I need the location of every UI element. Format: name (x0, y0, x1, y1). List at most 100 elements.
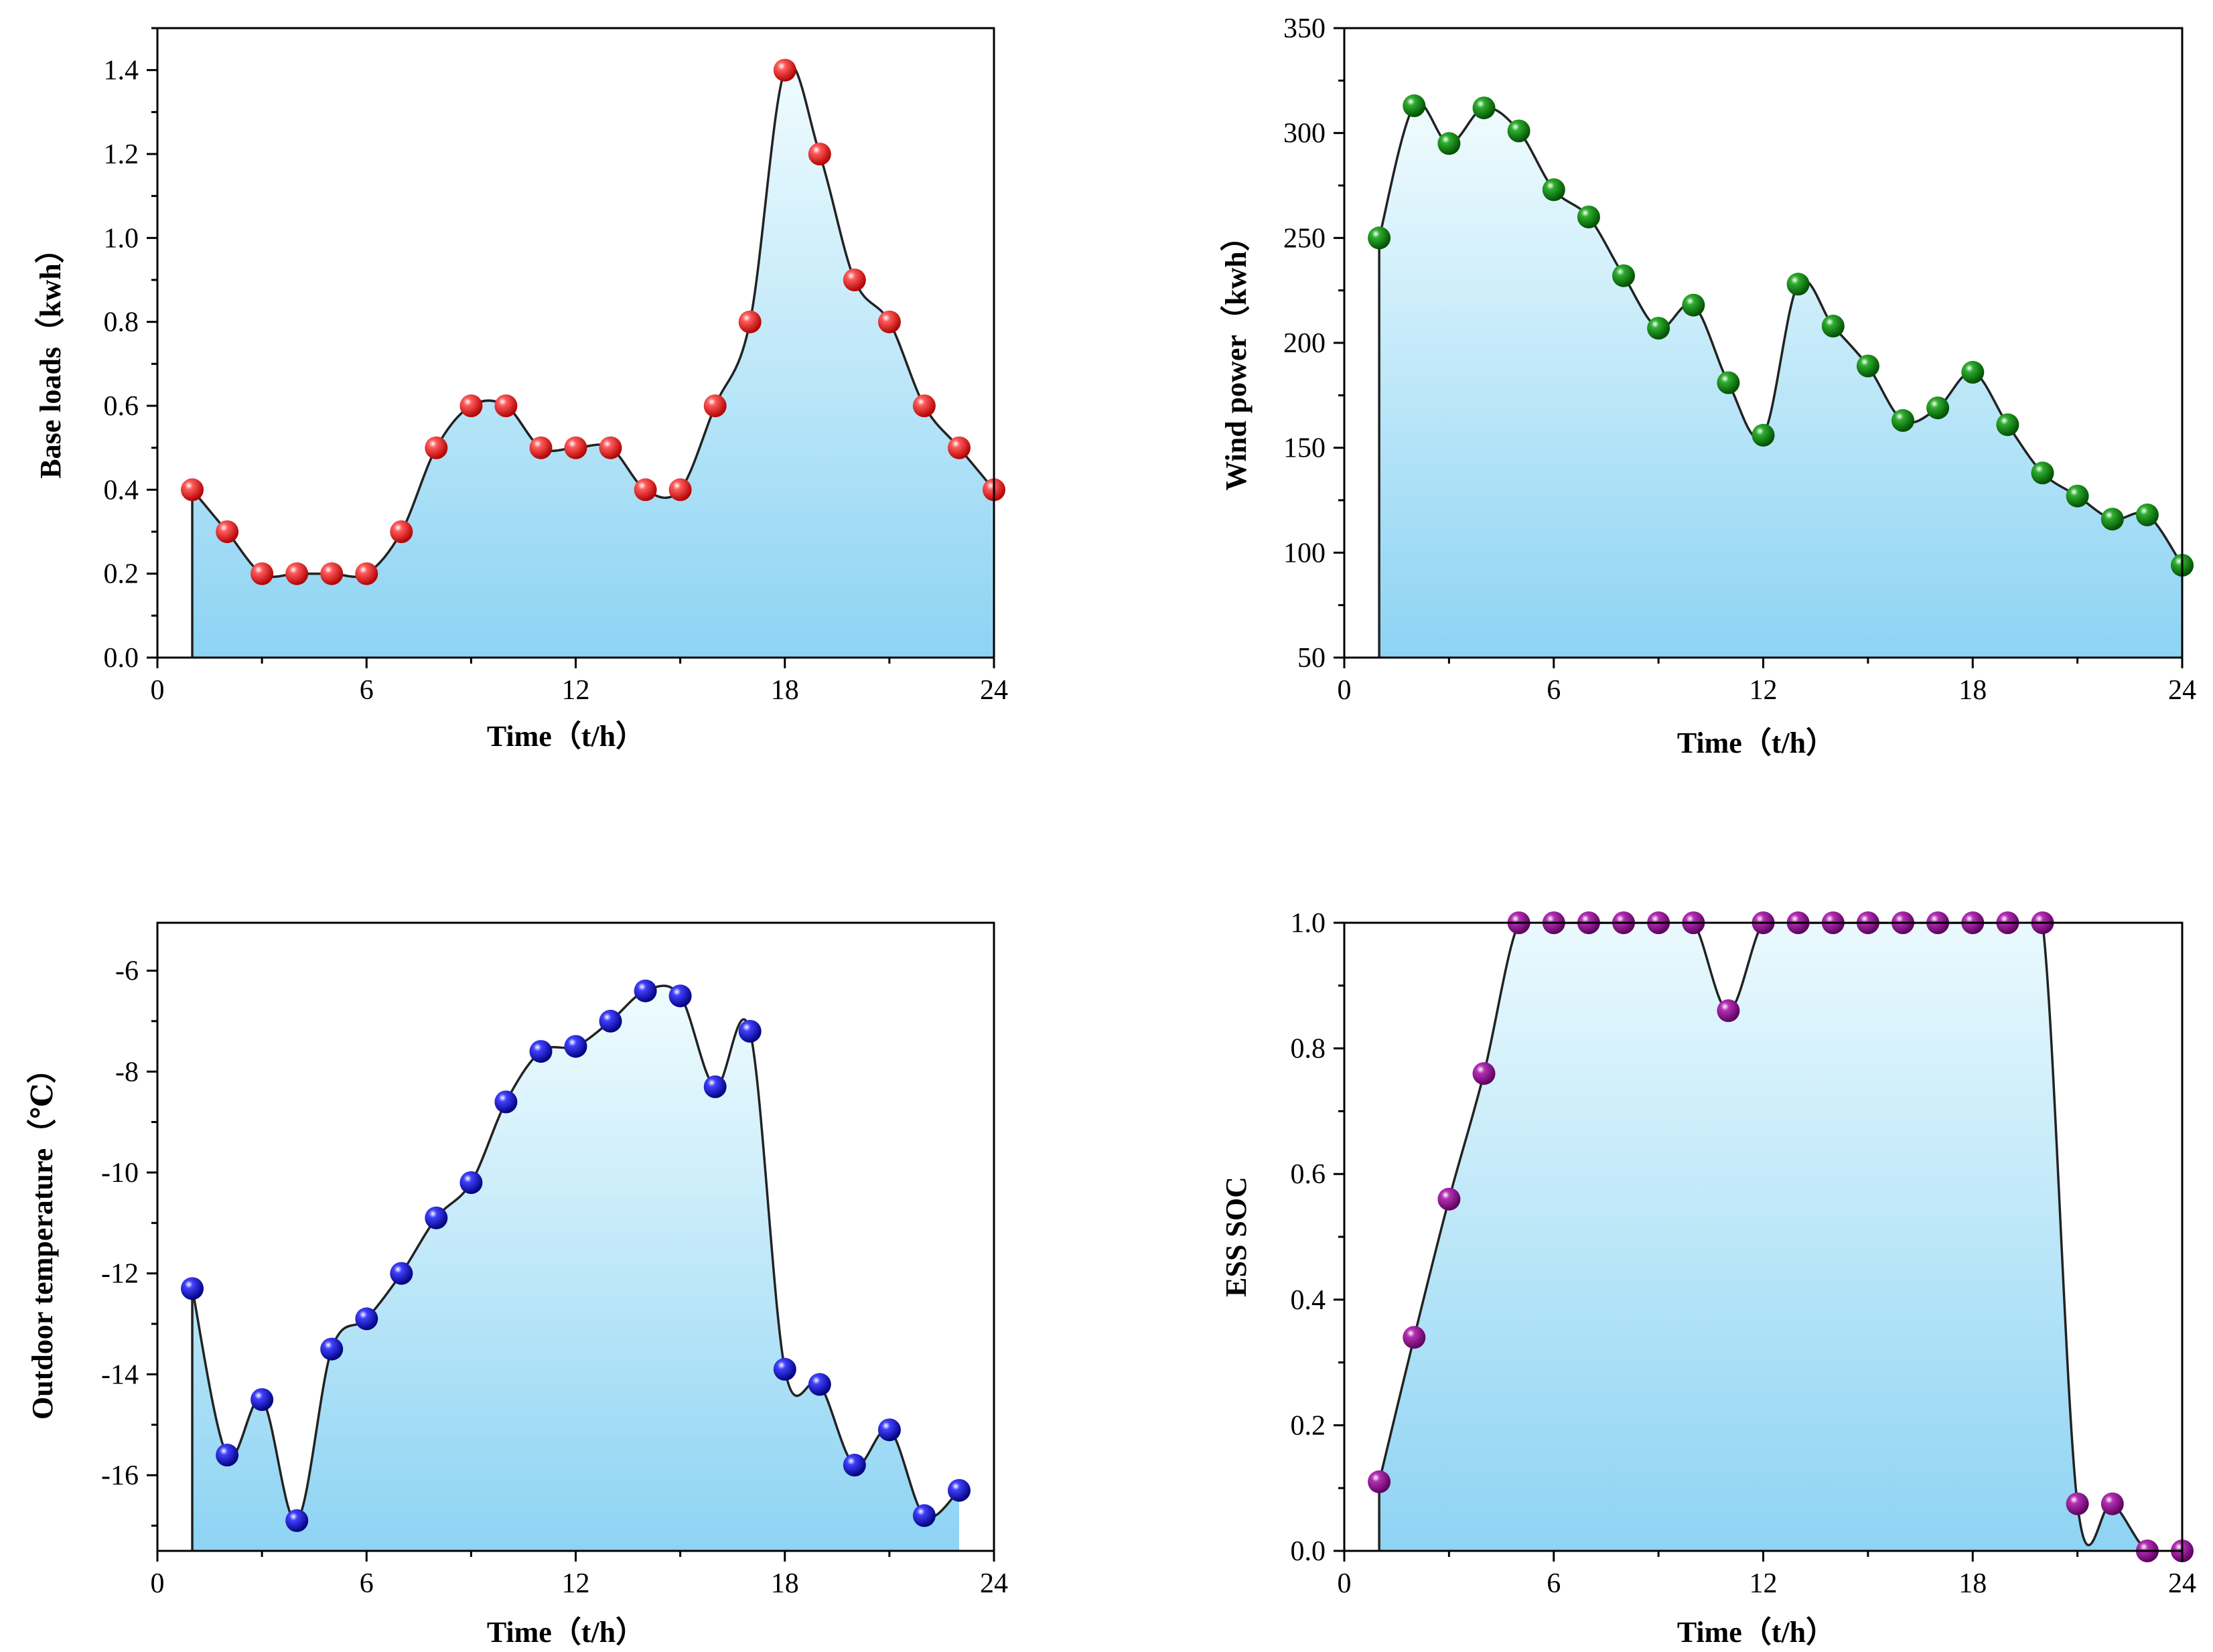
data-point (1368, 1470, 1391, 1493)
data-point (181, 1277, 204, 1300)
data-point (2100, 508, 2124, 531)
y-tick-label: 150 (1283, 433, 1326, 464)
data-point (1368, 226, 1391, 250)
area-fill (192, 986, 959, 1551)
data-point (738, 1020, 762, 1043)
data-point (459, 394, 483, 417)
x-tick-label: 12 (562, 1568, 590, 1599)
data-point (1717, 999, 1740, 1023)
x-axis-title: Time（t/h） (487, 720, 645, 753)
data-point (1717, 371, 1740, 394)
y-tick-label: 0.2 (1291, 1410, 1326, 1441)
data-point (2100, 1492, 2124, 1515)
y-tick-label: 0.4 (104, 475, 139, 506)
y-tick-label: 350 (1283, 13, 1326, 44)
x-tick-label: 24 (2168, 1568, 2196, 1599)
data-point (1542, 178, 1565, 202)
y-tick-label: 200 (1283, 328, 1326, 359)
data-point (529, 436, 553, 459)
x-axis-title: Time（t/h） (487, 1616, 645, 1649)
data-point (599, 436, 622, 459)
x-tick-label: 0 (1338, 675, 1352, 706)
chart-outdoor-temperature: Time（t/h） Outdoor temperature（℃） 0 6 12 18 2… (26, 921, 1008, 1649)
y-tick-label: 0.8 (104, 307, 139, 338)
data-point (2066, 1492, 2089, 1515)
series-line (1378, 923, 2182, 1551)
y-tick-label: 250 (1283, 223, 1326, 254)
x-tick-label: 0 (151, 1568, 165, 1599)
data-point (1437, 132, 1461, 155)
data-point (2135, 503, 2159, 526)
data-point (912, 1504, 936, 1527)
x-tick-label: 24 (980, 675, 1008, 706)
data-point (320, 562, 344, 585)
data-point (251, 1388, 274, 1411)
data-point (355, 1307, 378, 1331)
y-tick-label: 100 (1283, 538, 1326, 569)
x-axis-title: Time（t/h） (1677, 727, 1835, 759)
data-point (564, 436, 587, 459)
x-tick-label: 18 (1958, 675, 1987, 706)
data-point (251, 562, 274, 585)
y-tick-label: 0.6 (1291, 1159, 1326, 1190)
data-point (425, 436, 448, 459)
data-point (634, 979, 657, 1002)
x-tick-label: 6 (360, 1568, 374, 1599)
data-point (1507, 119, 1530, 143)
x-tick-label: 0 (151, 675, 165, 706)
data-point (912, 394, 936, 417)
data-point (1961, 360, 1985, 384)
data-point (738, 310, 762, 333)
plot-area (1378, 923, 2182, 1551)
data-point (1403, 94, 1426, 117)
data-point (216, 1443, 239, 1467)
data-point (1612, 264, 1635, 287)
data-point (390, 520, 413, 543)
area-fill (192, 64, 994, 658)
data-point (1996, 413, 2019, 437)
data-point (843, 1453, 866, 1477)
y-tick-label: 0.2 (104, 559, 139, 590)
x-tick-label: 18 (771, 1568, 799, 1599)
data-point (773, 58, 796, 82)
data-point (1926, 396, 1950, 420)
y-tick-label: 1.4 (104, 56, 139, 86)
y-tick-label: 0.0 (104, 643, 139, 674)
data-point (634, 478, 657, 502)
plot-area (191, 63, 994, 658)
y-tick-label: -16 (101, 1460, 139, 1491)
x-tick-label: 12 (1750, 1568, 1778, 1599)
data-point (703, 1075, 727, 1098)
y-axis-title: Outdoor temperature（℃） (26, 1054, 59, 1420)
data-point (459, 1171, 483, 1194)
x-tick-label: 18 (1958, 1568, 1987, 1599)
data-point (285, 562, 309, 585)
x-tick-label: 24 (2168, 675, 2196, 706)
area-fill (1379, 923, 2182, 1551)
data-point (1856, 354, 1879, 378)
area-fill (1379, 102, 2182, 658)
data-point (808, 1373, 831, 1396)
x-tick-label: 12 (562, 675, 590, 706)
x-tick-label: 6 (360, 675, 374, 706)
data-point (1786, 273, 1810, 296)
data-point (355, 562, 378, 585)
y-tick-label: 1.2 (104, 139, 139, 170)
data-point (425, 1206, 448, 1229)
data-point (1891, 408, 1914, 432)
y-tick-label: 300 (1283, 119, 1326, 149)
chart-ess-soc: Time（t/h） ESS SOC 0 6 12 18 24 0.0 0.2 0.4 0.6 0.… (1220, 908, 2196, 1649)
data-point (390, 1262, 413, 1285)
data-point (564, 1035, 587, 1058)
data-point (1682, 293, 1705, 317)
data-point (181, 478, 204, 502)
data-point (1647, 317, 1670, 340)
y-axis-title: ESS SOC (1220, 1177, 1253, 1297)
y-tick-label: -14 (101, 1359, 139, 1390)
y-tick-label: -8 (115, 1057, 139, 1087)
data-point (1577, 206, 1600, 228)
data-point (2031, 461, 2054, 485)
data-point (843, 269, 866, 291)
data-point (216, 520, 239, 543)
data-point (1752, 423, 1775, 447)
